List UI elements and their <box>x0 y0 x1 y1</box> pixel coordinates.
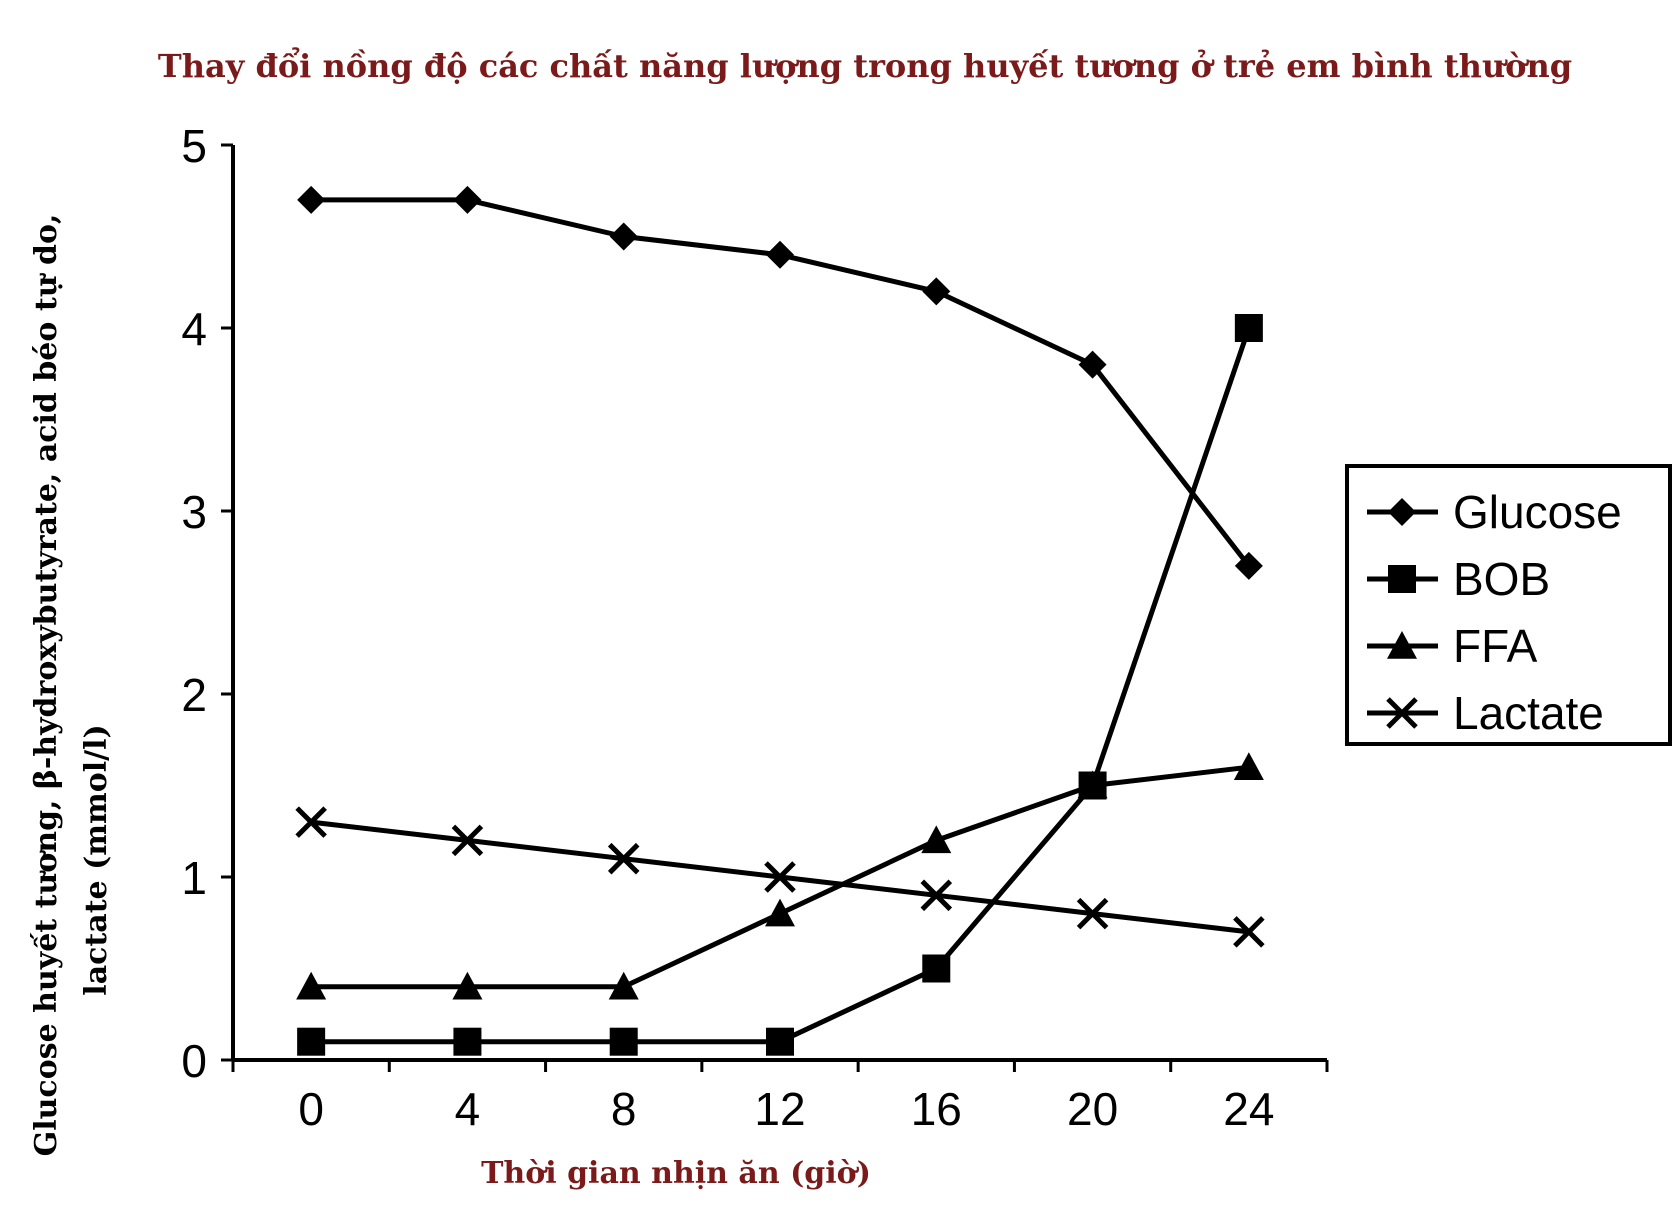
data-point-bob <box>453 1027 482 1056</box>
y-tick-label: 4 <box>181 303 207 355</box>
data-point-ffa <box>1233 752 1264 780</box>
legend-label-ffa: FFA <box>1453 620 1538 672</box>
y-tick-label: 3 <box>181 486 207 538</box>
x-tick-label: 12 <box>754 1083 805 1135</box>
y-tick-label: 1 <box>181 852 207 904</box>
marker-stroke <box>1386 697 1418 729</box>
y-tick-label: 5 <box>181 120 207 172</box>
chart-title: Thay đổi nồng độ các chất năng lượng tro… <box>158 46 1572 85</box>
data-point-ffa <box>765 898 795 927</box>
data-point-glucose <box>922 277 951 306</box>
data-point-lactate <box>1233 916 1265 948</box>
data-point-ffa <box>608 971 639 1000</box>
marker-stroke <box>295 806 327 838</box>
x-tick-label: 4 <box>455 1083 481 1135</box>
x-tick-label: 24 <box>1223 1083 1274 1135</box>
marker-stroke <box>451 824 484 857</box>
data-point-bob <box>922 954 951 983</box>
data-point-lactate <box>607 842 640 875</box>
legend-marker-lactate <box>1386 697 1418 729</box>
x-tick-label: 20 <box>1067 1083 1118 1135</box>
series-line-bob <box>311 327 1252 1045</box>
data-point-bob <box>297 1027 326 1056</box>
marker-stroke <box>1076 897 1109 930</box>
legend-marker-bob <box>1388 565 1416 593</box>
data-point-lactate <box>451 824 484 857</box>
y-tick-label: 0 <box>181 1035 207 1087</box>
data-point-glucose <box>1234 551 1263 580</box>
y-axis-title-line-2: lactate (mmol/l) <box>79 724 114 995</box>
data-point-ffa <box>1077 770 1108 799</box>
data-point-lactate <box>1076 897 1109 930</box>
data-point-ffa <box>921 825 952 854</box>
marker-stroke <box>607 842 640 875</box>
x-axis-title: Thời gian nhịn ăn (giờ) <box>481 1156 871 1191</box>
data-point-lactate <box>764 861 796 893</box>
data-point-bob <box>1234 314 1263 342</box>
y-axis-title: Glucose huyết tương, β-hydroxybutyrate, … <box>29 214 114 1157</box>
marker-stroke <box>920 879 953 912</box>
data-point-glucose <box>453 185 482 214</box>
legend-marker-glucose <box>1388 498 1416 526</box>
data-point-lactate <box>295 806 327 838</box>
legend-label-bob: BOB <box>1453 553 1550 605</box>
data-point-glucose <box>609 222 638 251</box>
y-tick-label: 2 <box>181 669 207 721</box>
legend-marker-ffa <box>1387 631 1417 659</box>
data-point-bob <box>609 1027 638 1056</box>
legend: Glucose BOB FFA Lactate <box>1345 464 1672 746</box>
data-point-lactate <box>920 879 953 912</box>
data-point-ffa <box>296 971 327 1000</box>
x-tick-label: 0 <box>298 1083 324 1135</box>
x-tick-label: 16 <box>911 1083 962 1135</box>
legend-label-lactate: Lactate <box>1453 687 1604 739</box>
y-axis-title-line-1: Glucose huyết tương, β-hydroxybutyrate, … <box>29 214 64 1157</box>
data-point-bob <box>766 1027 794 1056</box>
marker-stroke <box>1233 916 1265 948</box>
data-point-ffa <box>452 971 483 1000</box>
x-tick-label: 8 <box>611 1083 637 1135</box>
legend-label-glucose: Glucose <box>1453 486 1622 538</box>
data-point-glucose <box>766 240 794 269</box>
marker-stroke <box>764 861 796 893</box>
data-point-glucose <box>1078 350 1107 379</box>
data-point-glucose <box>297 185 326 214</box>
